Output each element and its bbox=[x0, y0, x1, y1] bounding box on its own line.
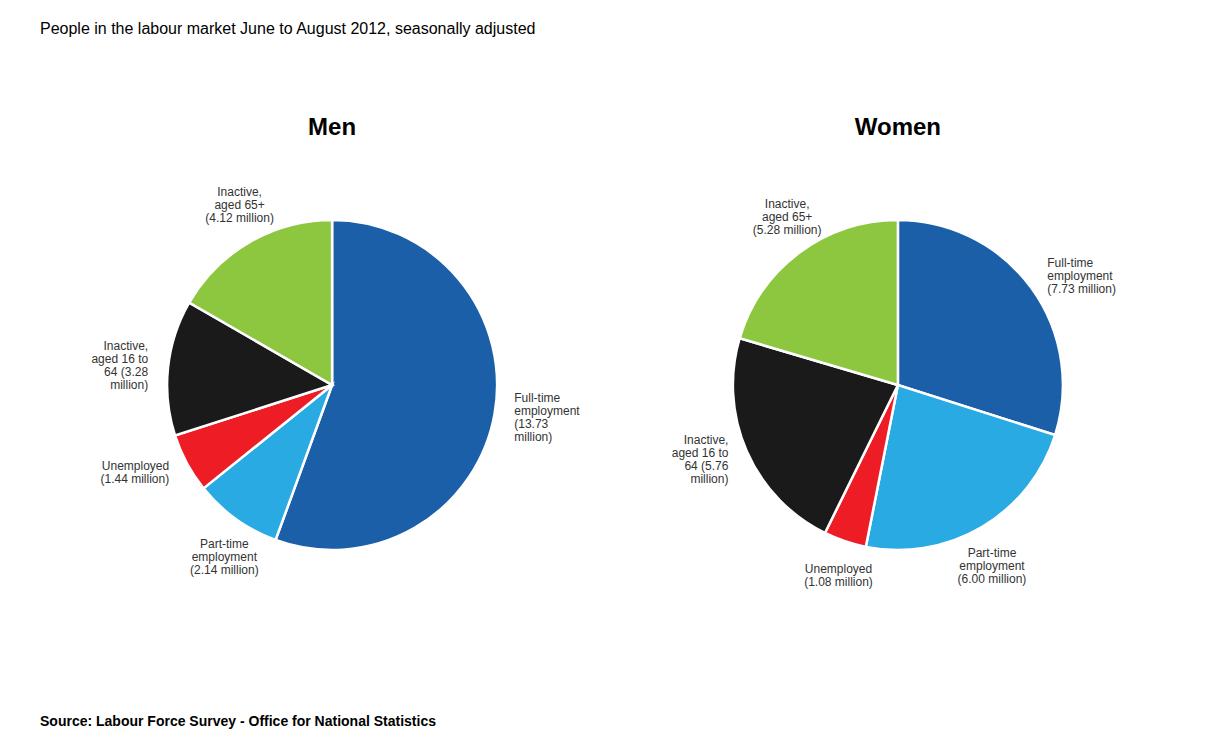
data-label-line: employment bbox=[1047, 269, 1113, 283]
data-label-line: Part-time bbox=[968, 546, 1017, 560]
data-label-line: million) bbox=[690, 472, 728, 486]
data-label-line: aged 16 to bbox=[91, 352, 148, 366]
data-label-line: Inactive, bbox=[684, 433, 729, 447]
data-label-line: Inactive, bbox=[217, 185, 262, 199]
figure-title: People in the labour market June to Augu… bbox=[40, 20, 535, 37]
data-label: Full-timeemployment(13.73million) bbox=[514, 391, 580, 444]
data-label-line: aged 65+ bbox=[762, 210, 812, 224]
data-label-line: 64 (3.28 bbox=[104, 365, 148, 379]
data-label-line: 64 (5.76 bbox=[684, 459, 728, 473]
data-label-line: million) bbox=[110, 378, 148, 392]
slice bbox=[740, 220, 898, 385]
source: Source: Labour Force Survey - Office for… bbox=[40, 713, 436, 729]
data-label: Unemployed(1.44 million) bbox=[101, 459, 170, 486]
data-label-line: (4.12 million) bbox=[205, 211, 274, 225]
data-label-line: (7.73 million) bbox=[1047, 282, 1116, 296]
slices bbox=[167, 220, 497, 550]
data-label-line: Inactive, bbox=[765, 197, 810, 211]
data-label-line: (1.08 million) bbox=[804, 575, 873, 589]
data-label-line: Full-time bbox=[1047, 256, 1093, 270]
data-label-line: (13.73 bbox=[514, 417, 548, 431]
data-label-line: (2.14 million) bbox=[190, 563, 259, 577]
data-label-line: aged 16 to bbox=[672, 446, 729, 460]
data-label-line: employment bbox=[192, 550, 258, 564]
data-label-line: Unemployed bbox=[805, 562, 872, 576]
data-label-line: million) bbox=[514, 430, 552, 444]
pie-group: WomenFull-timeemployment(7.73 million)Pa… bbox=[672, 113, 1116, 589]
data-label-line: Part-time bbox=[200, 537, 249, 551]
data-label-line: (5.28 million) bbox=[753, 223, 822, 237]
data-label-line: (1.44 million) bbox=[101, 472, 170, 486]
data-label-line: aged 65+ bbox=[214, 198, 264, 212]
slices bbox=[733, 220, 1063, 550]
data-label: Part-timeemployment(6.00 million) bbox=[958, 546, 1027, 586]
data-label: Part-timeemployment(2.14 million) bbox=[190, 537, 259, 577]
pie-group: MenFull-timeemployment(13.73million)Part… bbox=[91, 113, 580, 577]
data-label: Inactive,aged 16 to64 (5.76million) bbox=[672, 433, 729, 486]
chart: People in the labour market June to Augu… bbox=[0, 0, 1230, 746]
data-label: Full-timeemployment(7.73 million) bbox=[1047, 256, 1116, 296]
data-label: Unemployed(1.08 million) bbox=[804, 562, 873, 589]
slice bbox=[189, 220, 332, 385]
data-label: Inactive,aged 65+(5.28 million) bbox=[753, 197, 822, 237]
data-label-line: Unemployed bbox=[102, 459, 169, 473]
data-label-line: employment bbox=[959, 559, 1025, 573]
data-label: Inactive,aged 16 to64 (3.28million) bbox=[91, 339, 148, 392]
data-label-line: Inactive, bbox=[103, 339, 148, 353]
data-label-line: (6.00 million) bbox=[958, 572, 1027, 586]
data-label-line: Full-time bbox=[514, 391, 560, 405]
data-label-line: employment bbox=[514, 404, 580, 418]
chart-title: Women bbox=[855, 113, 941, 140]
chart-title: Men bbox=[308, 113, 356, 140]
data-label: Inactive,aged 65+(4.12 million) bbox=[205, 185, 274, 225]
